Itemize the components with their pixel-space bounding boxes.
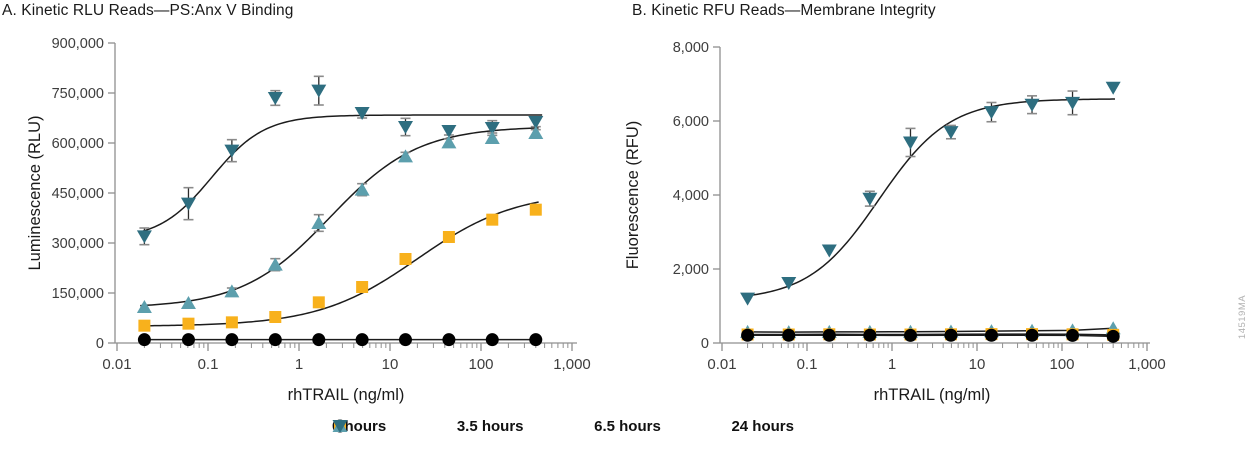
svg-text:0: 0 [96, 336, 104, 352]
svg-text:0.1: 0.1 [198, 356, 219, 373]
svg-text:0.01: 0.01 [707, 356, 736, 373]
svg-text:0.1: 0.1 [797, 356, 818, 373]
legend-item-24-hours: 24 hours [332, 418, 794, 435]
svg-text:150,000: 150,000 [52, 286, 104, 302]
svg-text:100: 100 [1049, 356, 1074, 373]
triangle-down-marker-icon [332, 420, 348, 433]
svg-text:450,000: 450,000 [52, 186, 104, 202]
chart-b-title: B. Kinetic RFU Reads—Membrane Integrity [632, 2, 936, 19]
legend-item-6-5-hours: 6.5 hours [332, 418, 661, 435]
chart-a-plot: 0 150,000 300,000 450,000 600,000 750,000 900,… [52, 36, 591, 373]
svg-text:1: 1 [888, 356, 896, 373]
svg-text:8,000: 8,000 [673, 40, 709, 56]
svg-text:0.01: 0.01 [102, 356, 131, 373]
svg-text:900,000: 900,000 [52, 36, 104, 52]
svg-text:600,000: 600,000 [52, 136, 104, 152]
legend: 0 hours 3.5 hours 6.5 hours 24 hours [332, 418, 794, 435]
svg-text:1,000: 1,000 [553, 356, 591, 373]
plots-canvas: 0 150,000 300,000 450,000 600,000 750,000 900,… [52, 36, 1166, 373]
svg-text:100: 100 [468, 356, 493, 373]
chart-b-plot: 0 2,000 4,000 6,000 8,000 0.01 0.1 1 10 100 1,000 [673, 40, 1166, 373]
chart-a-x-axis-label: rhTRAIL (ng/ml) [287, 386, 405, 404]
watermark-code: 14519MA [1237, 294, 1248, 340]
svg-text:1,000: 1,000 [1128, 356, 1166, 373]
svg-text:300,000: 300,000 [52, 236, 104, 252]
legend-item-3-5-hours: 3.5 hours [334, 418, 524, 435]
chart-b-y-axis-label: Fluorescence (RFU) [624, 120, 642, 270]
svg-text:1: 1 [295, 356, 303, 373]
svg-text:10: 10 [969, 356, 986, 373]
chart-a-y-axis-label: Luminescence (RLU) [26, 115, 44, 271]
chart-a-title: A. Kinetic RLU Reads—PS:Anx V Binding [2, 2, 294, 19]
svg-text:2,000: 2,000 [673, 262, 709, 278]
svg-text:0: 0 [701, 336, 709, 352]
legend-label-6-5-hours: 6.5 hours [594, 418, 661, 435]
chart-b-x-axis-label: rhTRAIL (ng/ml) [873, 386, 991, 404]
svg-text:750,000: 750,000 [52, 86, 104, 102]
legend-label-24-hours: 24 hours [731, 418, 794, 435]
svg-text:4,000: 4,000 [673, 188, 709, 204]
svg-text:6,000: 6,000 [673, 114, 709, 130]
svg-text:10: 10 [382, 356, 399, 373]
legend-label-3-5-hours: 3.5 hours [456, 418, 524, 435]
